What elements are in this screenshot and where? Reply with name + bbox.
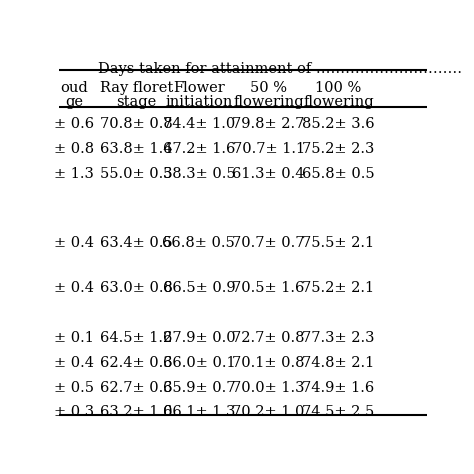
Text: 63.8± 1.4: 63.8± 1.4 [100, 142, 173, 156]
Text: 63.2± 1.0: 63.2± 1.0 [100, 405, 173, 419]
Text: 70.8± 0.8: 70.8± 0.8 [100, 117, 173, 131]
Text: 66.0± 0.1: 66.0± 0.1 [163, 356, 235, 370]
Text: 79.8± 2.7: 79.8± 2.7 [232, 117, 305, 131]
Text: oud: oud [60, 81, 88, 95]
Text: 75.5± 2.1: 75.5± 2.1 [302, 237, 374, 250]
Text: 70.7± 1.1: 70.7± 1.1 [233, 142, 305, 156]
Text: 70.1± 0.8: 70.1± 0.8 [232, 356, 305, 370]
Text: flowering: flowering [233, 95, 304, 109]
Text: ± 0.4: ± 0.4 [54, 237, 94, 250]
Text: 72.7± 0.8: 72.7± 0.8 [232, 331, 305, 345]
Text: Days taken for attainment of …………………………: Days taken for attainment of ………………………… [98, 63, 462, 76]
Text: initiation: initiation [165, 95, 233, 109]
Text: 70.5± 1.6: 70.5± 1.6 [232, 282, 305, 295]
Text: 70.0± 1.3: 70.0± 1.3 [232, 381, 305, 395]
Text: 85.2± 3.6: 85.2± 3.6 [302, 117, 375, 131]
Text: 64.5± 1.2: 64.5± 1.2 [100, 331, 173, 345]
Text: 74.9± 1.6: 74.9± 1.6 [302, 381, 374, 395]
Text: 75.2± 2.1: 75.2± 2.1 [302, 282, 374, 295]
Text: 75.2± 2.3: 75.2± 2.3 [302, 142, 374, 156]
Text: ± 0.4: ± 0.4 [54, 356, 94, 370]
Text: 67.2± 1.6: 67.2± 1.6 [163, 142, 235, 156]
Text: 74.4± 1.0: 74.4± 1.0 [163, 117, 235, 131]
Text: 74.5± 2.5: 74.5± 2.5 [302, 405, 374, 419]
Text: 66.5± 0.9: 66.5± 0.9 [163, 282, 235, 295]
Text: Ray floret: Ray floret [100, 81, 173, 95]
Text: ± 0.6: ± 0.6 [54, 117, 94, 131]
Text: ± 0.5: ± 0.5 [54, 381, 94, 395]
Text: 62.4± 0.3: 62.4± 0.3 [100, 356, 173, 370]
Text: 50 %: 50 % [250, 81, 287, 95]
Text: 66.1± 1.3: 66.1± 1.3 [163, 405, 235, 419]
Text: stage: stage [116, 95, 156, 109]
Text: 63.0± 0.8: 63.0± 0.8 [100, 282, 173, 295]
Text: 65.9± 0.7: 65.9± 0.7 [163, 381, 235, 395]
Text: ± 0.3: ± 0.3 [54, 405, 94, 419]
Text: 58.3± 0.5: 58.3± 0.5 [163, 167, 235, 181]
Text: 77.3± 2.3: 77.3± 2.3 [302, 331, 374, 345]
Text: 55.0± 0.3: 55.0± 0.3 [100, 167, 173, 181]
Text: 74.8± 2.1: 74.8± 2.1 [302, 356, 374, 370]
Text: 70.2± 1.0: 70.2± 1.0 [232, 405, 305, 419]
Text: 67.9± 0.0: 67.9± 0.0 [163, 331, 235, 345]
Text: 65.8± 0.5: 65.8± 0.5 [302, 167, 375, 181]
Text: 70.7± 0.7: 70.7± 0.7 [232, 237, 305, 250]
Text: 66.8± 0.5: 66.8± 0.5 [163, 237, 235, 250]
Text: ± 0.1: ± 0.1 [54, 331, 94, 345]
Text: ± 0.8: ± 0.8 [54, 142, 94, 156]
Text: 63.4± 0.5: 63.4± 0.5 [100, 237, 173, 250]
Text: flowering: flowering [303, 95, 374, 109]
Text: 61.3± 0.4: 61.3± 0.4 [232, 167, 305, 181]
Text: 62.7± 0.3: 62.7± 0.3 [100, 381, 173, 395]
Text: ge: ge [65, 95, 83, 109]
Text: ± 0.4: ± 0.4 [54, 282, 94, 295]
Text: ± 1.3: ± 1.3 [54, 167, 94, 181]
Text: Flower: Flower [173, 81, 225, 95]
Text: 100 %: 100 % [315, 81, 362, 95]
